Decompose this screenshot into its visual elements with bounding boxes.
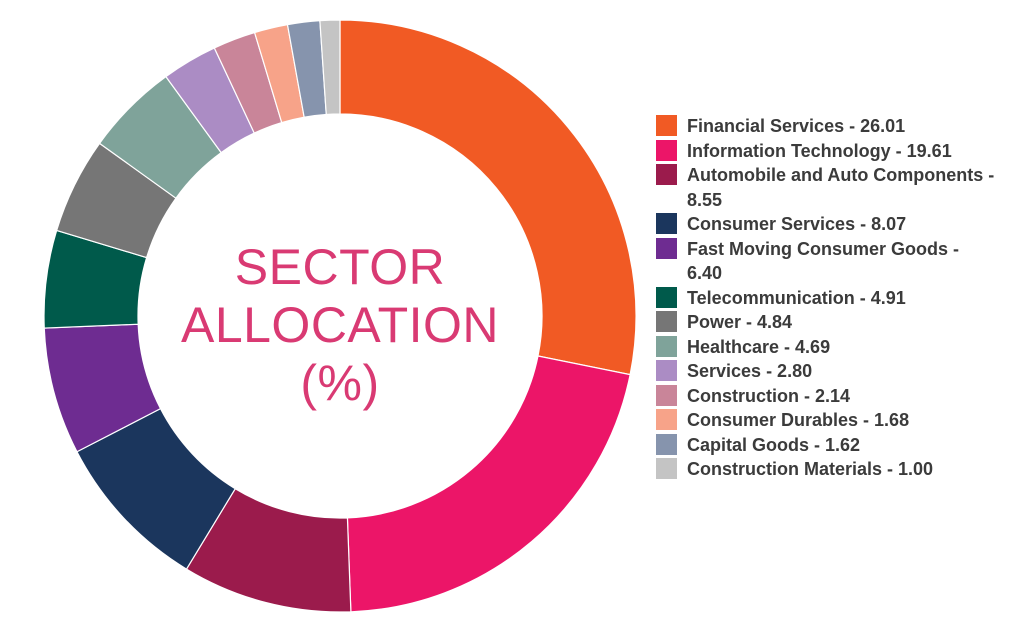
legend-label-line: 8.55 — [687, 189, 723, 210]
legend-swatch — [656, 360, 677, 381]
legend-swatch — [656, 384, 677, 406]
legend-item-services: Services - 2.80 — [656, 359, 1024, 384]
legend-item-fast-moving-consumer-goods: Fast Moving Consumer Goods - 6.40 — [656, 237, 1024, 286]
legend-item-construction-materials: Construction Materials - 1.00 — [656, 457, 1024, 482]
legend-label-line: Telecommunication - 4.91 — [687, 287, 906, 308]
center-title-line-2: ALLOCATION — [180, 297, 500, 353]
slice-financial-services — [339, 19, 637, 376]
legend-item-healthcare: Healthcare - 4.69 — [656, 335, 1024, 360]
legend-label-line: Healthcare - 4.69 — [687, 336, 831, 357]
legend-label-line: Consumer Services - 8.07 — [687, 214, 907, 234]
legend-label-line: Construction Materials - 1.00 — [687, 459, 934, 479]
legend-swatch — [656, 164, 677, 185]
legend-label: Construction - 2.14 — [687, 384, 850, 409]
legend-swatch — [656, 409, 677, 430]
legend-item-automobile-and-auto-components: Automobile and Auto Components - 8.55 — [656, 163, 1024, 212]
legend-label: Construction Materials - 1.00 — [687, 457, 933, 482]
legend-swatch — [656, 139, 677, 161]
legend-item-information-technology: Information Technology - 19.61 — [656, 139, 1024, 164]
center-title-line-1: SECTOR — [234, 239, 446, 295]
legend-swatch — [656, 237, 677, 259]
legend-label: Consumer Durables - 1.68 — [687, 408, 909, 433]
slice-construction-materials — [319, 19, 341, 116]
legend-swatch — [656, 335, 677, 357]
legend-label: Automobile and Auto Components - 8.55 — [687, 163, 994, 212]
legend-label: Services - 2.80 — [687, 359, 812, 384]
legend-swatch — [656, 458, 677, 479]
legend-label-line: Construction - 2.14 — [687, 385, 851, 406]
legend-item-power: Power - 4.84 — [656, 310, 1024, 335]
legend-label: Fast Moving Consumer Goods - 6.40 — [687, 237, 959, 286]
legend-swatch — [656, 433, 677, 455]
legend-label: Power - 4.84 — [687, 310, 792, 335]
legend-swatch — [656, 311, 677, 332]
chart-legend: Financial Services - 26.01 Information Te… — [656, 114, 1024, 482]
legend-swatch — [656, 213, 677, 234]
sector-donut-chart — [43, 19, 637, 613]
legend-label: Telecommunication - 4.91 — [687, 286, 906, 311]
legend-label-line: Financial Services - 26.01 — [687, 116, 906, 136]
legend-label-line: 6.40 — [687, 263, 723, 283]
legend-label-line: Fast Moving Consumer Goods - — [687, 238, 960, 259]
legend-label-line: Power - 4.84 — [687, 312, 793, 332]
center-title-line-3: (%) — [300, 355, 380, 411]
legend-label: Financial Services - 26.01 — [687, 114, 905, 139]
legend-label-line: Capital Goods - 1.62 — [687, 434, 861, 455]
legend-item-consumer-services: Consumer Services - 8.07 — [656, 212, 1024, 237]
legend-swatch — [656, 115, 677, 136]
chart-center-title: SECTOR ALLOCATION (%) — [140, 238, 540, 412]
legend-item-construction: Construction - 2.14 — [656, 384, 1024, 409]
legend-label: Healthcare - 4.69 — [687, 335, 830, 360]
legend-item-capital-goods: Capital Goods - 1.62 — [656, 433, 1024, 458]
legend-label-line: Information Technology - 19.61 — [687, 140, 952, 161]
legend-label-line: Automobile and Auto Components - — [687, 165, 995, 185]
legend-label: Information Technology - 19.61 — [687, 139, 952, 164]
legend-item-consumer-durables: Consumer Durables - 1.68 — [656, 408, 1024, 433]
legend-swatch — [656, 286, 677, 308]
legend-label: Capital Goods - 1.62 — [687, 433, 860, 458]
legend-label: Consumer Services - 8.07 — [687, 212, 906, 237]
slice-information-technology — [346, 355, 631, 613]
legend-label-line: Consumer Durables - 1.68 — [687, 410, 910, 430]
legend-item-financial-services: Financial Services - 26.01 — [656, 114, 1024, 139]
legend-item-telecommunication: Telecommunication - 4.91 — [656, 286, 1024, 311]
legend-label-line: Services - 2.80 — [687, 361, 813, 381]
